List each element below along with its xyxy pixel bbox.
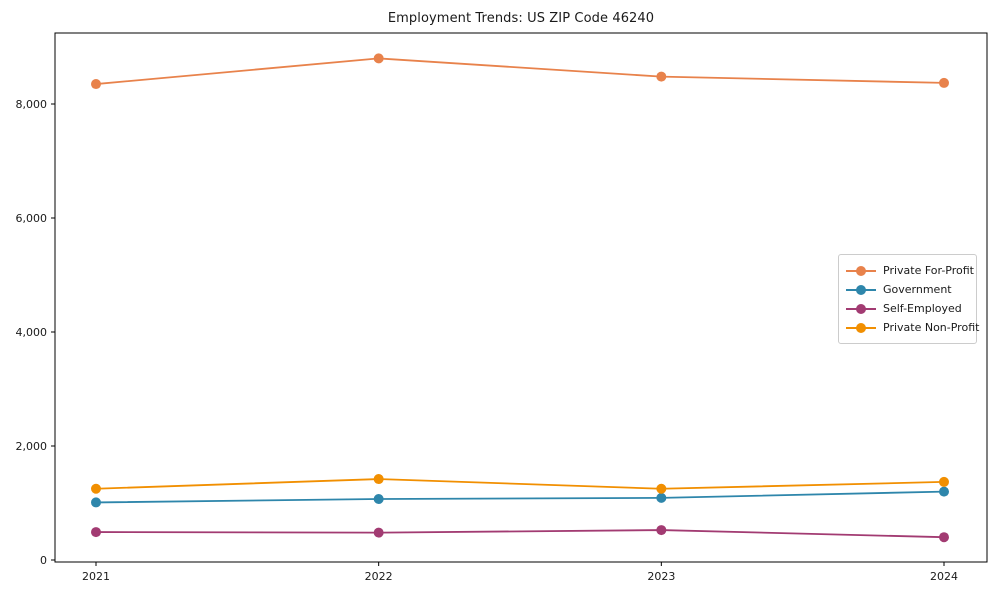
data-point-private-for-profit-2022 [373, 53, 384, 64]
y-axis-tick-label: 6,000 [16, 212, 48, 225]
data-point-private-non-profit-2024 [939, 476, 949, 487]
legend-item-government: Government [846, 280, 968, 299]
chart-title: Employment Trends: US ZIP Code 46240 [387, 11, 655, 26]
data-point-government-2022 [373, 494, 384, 505]
y-axis-tick-label: 8,000 [16, 98, 48, 111]
data-point-private-non-profit-2022 [373, 474, 384, 485]
series-line-private-for-profit [95, 57, 945, 85]
legend: Private For-Profit Government Self-Emplo… [838, 254, 979, 344]
data-point-government-2021 [91, 497, 101, 508]
legend-label: Private For-Profit [883, 264, 974, 277]
legend-item-private-non-profit: Private Non-Profit [846, 318, 979, 337]
x-axis-tick-label: 2023 [647, 570, 675, 583]
legend-line-marker-icon [846, 303, 876, 315]
data-point-self-employed-2022 [373, 527, 384, 538]
legend-line-marker-icon [846, 265, 876, 277]
legend-item-private-for-profit: Private For-Profit [846, 261, 974, 280]
legend-label: Self-Employed [883, 302, 962, 315]
y-axis-tick-label: 4,000 [16, 326, 48, 339]
data-point-government-2024 [939, 486, 949, 497]
y-axis-tick-label: 0 [40, 554, 47, 567]
y-axis-tick-label: 2,000 [16, 440, 48, 453]
data-point-private-non-profit-2021 [91, 483, 101, 494]
data-point-private-for-profit-2021 [91, 79, 101, 90]
x-axis-tick-label: 2022 [365, 570, 393, 583]
data-point-self-employed-2024 [939, 532, 949, 543]
series-line-private-non-profit [95, 478, 945, 490]
data-point-self-employed-2023 [656, 525, 667, 536]
data-point-private-for-profit-2024 [939, 77, 949, 88]
legend-label: Private Non-Profit [883, 321, 980, 334]
legend-line-marker-icon [846, 284, 876, 296]
data-point-government-2023 [656, 492, 667, 503]
data-point-self-employed-2021 [91, 527, 101, 538]
legend-item-self-employed: Self-Employed [846, 299, 968, 318]
data-point-private-for-profit-2023 [656, 71, 667, 82]
legend-label: Government [883, 283, 952, 296]
data-point-private-non-profit-2023 [656, 483, 667, 494]
x-axis-tick-label: 2021 [82, 570, 110, 583]
x-axis-tick-label: 2024 [930, 570, 958, 583]
series-line-self-employed [95, 529, 945, 539]
plot-border [54, 32, 988, 563]
legend-line-marker-icon [846, 322, 876, 334]
series-line-government [95, 490, 945, 504]
